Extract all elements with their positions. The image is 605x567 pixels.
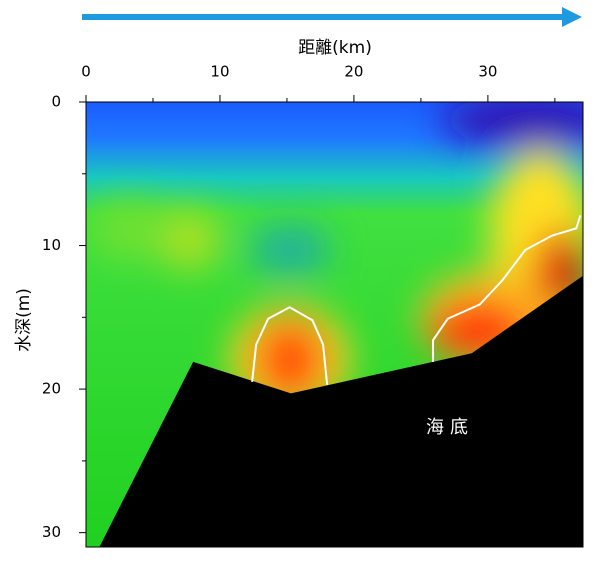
- y-axis-title: 水深(m): [14, 288, 34, 352]
- contour-line: [431, 215, 582, 362]
- x-axis-title: 距離(km): [298, 38, 372, 58]
- direction-arrow: [82, 7, 582, 27]
- x-tick-label: 0: [81, 63, 91, 81]
- contour-line: [251, 306, 329, 385]
- y-tick-label: 30: [42, 523, 61, 541]
- y-tick-label: 0: [51, 93, 61, 111]
- plot-frame: [85, 101, 584, 548]
- annotation: 海底: [426, 417, 474, 438]
- x-tick-label: 20: [344, 63, 363, 81]
- y-tick-label: 10: [42, 236, 61, 254]
- x-tick-label: 10: [210, 63, 229, 81]
- seafloor: [99, 275, 583, 547]
- plot-marks: [99, 215, 583, 547]
- x-tick-label: 30: [478, 63, 497, 81]
- y-tick-label: 20: [42, 380, 61, 398]
